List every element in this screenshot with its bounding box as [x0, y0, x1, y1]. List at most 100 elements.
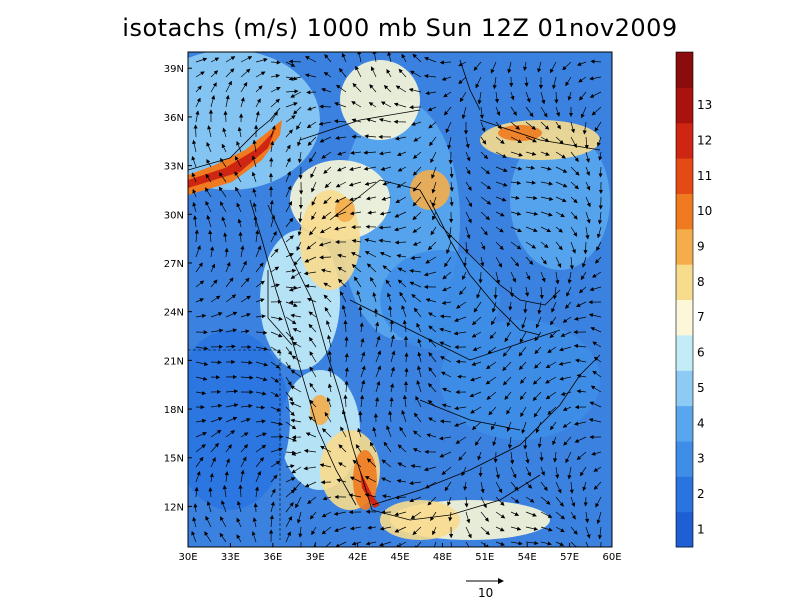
wind-vector — [349, 166, 362, 171]
wind-vector — [193, 215, 198, 228]
wind-vector — [585, 166, 590, 176]
wind-vector — [431, 166, 437, 179]
wind-vector — [270, 391, 280, 397]
wind-vector — [297, 136, 302, 147]
wind-vector — [322, 428, 332, 438]
wind-vector — [393, 102, 407, 108]
wind-vector — [532, 376, 542, 385]
wind-vector — [525, 511, 537, 517]
colorbar-swatch — [676, 476, 693, 513]
wind-vector — [255, 457, 264, 468]
wind-vector — [579, 466, 587, 477]
wind-vector — [547, 346, 557, 354]
wind-vector — [535, 316, 542, 329]
wind-vector — [234, 171, 242, 183]
wind-vector — [576, 389, 587, 394]
wind-vector — [495, 196, 507, 202]
wind-vector — [210, 328, 224, 333]
wind-vector — [358, 305, 363, 318]
wind-vector — [480, 151, 489, 160]
wind-vector — [427, 106, 437, 112]
wind-vector — [534, 361, 542, 369]
wind-vector — [352, 459, 362, 468]
wind-vector — [335, 135, 347, 140]
wind-vector — [396, 253, 407, 259]
wind-vector — [428, 417, 437, 423]
wind-vector — [251, 531, 257, 543]
wind-vector — [447, 226, 452, 240]
wind-vector — [555, 121, 561, 130]
wind-vector — [394, 511, 407, 517]
x-tick-label: 33E — [221, 552, 240, 563]
wind-vector — [388, 305, 393, 318]
wind-vector — [366, 458, 377, 468]
wind-vector — [387, 292, 392, 303]
wind-vector — [255, 314, 266, 319]
wind-vector — [323, 166, 332, 174]
wind-vector — [545, 391, 557, 400]
wind-vector — [509, 286, 514, 298]
wind-vector — [520, 376, 527, 384]
wind-vector — [415, 395, 422, 408]
wind-vector — [573, 343, 587, 349]
wind-vector — [191, 530, 197, 543]
wind-vector — [454, 406, 467, 411]
wind-vector — [210, 70, 219, 78]
wind-vector — [430, 226, 437, 236]
wind-vector — [480, 136, 487, 145]
wind-vector — [506, 316, 512, 327]
wind-vector — [439, 341, 452, 348]
wind-vector — [270, 406, 282, 412]
wind-vector — [320, 445, 332, 453]
wind-vector — [269, 199, 274, 213]
wind-vector — [596, 241, 602, 252]
wind-vector — [225, 80, 232, 93]
wind-vector — [195, 245, 201, 258]
wind-vector — [441, 300, 452, 305]
wind-vector — [583, 241, 588, 255]
wind-vector — [341, 409, 347, 423]
wind-vector — [289, 402, 302, 408]
wind-vector — [593, 356, 602, 363]
wind-vector — [235, 186, 242, 198]
wind-vector — [540, 121, 550, 130]
wind-vector — [365, 541, 377, 546]
wind-vector — [465, 151, 471, 162]
wind-vector — [454, 316, 467, 322]
wind-vector — [540, 496, 551, 505]
wind-vector — [540, 526, 553, 532]
wind-vector — [471, 361, 482, 366]
wind-vector — [327, 366, 333, 378]
wind-vector — [360, 379, 366, 393]
isotach-region — [188, 330, 290, 510]
y-tick-label: 18N — [164, 405, 184, 416]
wind-vector — [412, 241, 422, 246]
wind-vector — [344, 352, 349, 363]
wind-vector — [394, 526, 407, 533]
wind-vector — [414, 541, 422, 547]
wind-vector — [338, 444, 347, 453]
colorbar-swatch — [676, 334, 693, 371]
wind-vector — [193, 124, 198, 138]
wind-vector — [195, 71, 205, 78]
wind-vector — [562, 316, 572, 323]
wind-vector — [495, 121, 502, 130]
wind-vector — [321, 541, 332, 547]
wind-vector — [269, 514, 274, 528]
wind-vector — [307, 136, 317, 146]
wind-vector — [240, 403, 253, 409]
colorbar-swatch — [676, 370, 693, 407]
wind-vector — [495, 241, 504, 251]
wind-vector — [570, 241, 576, 254]
wind-vector — [195, 85, 202, 93]
x-tick-label: 45E — [390, 552, 409, 563]
wind-vector — [206, 158, 212, 168]
wind-vector — [430, 511, 437, 521]
wind-vector — [465, 541, 470, 547]
wind-vector — [218, 186, 227, 198]
wind-vector — [465, 166, 471, 175]
wind-vector — [370, 66, 377, 78]
wind-vector — [488, 406, 497, 416]
wind-vector — [364, 476, 377, 483]
wind-vector — [423, 466, 437, 472]
